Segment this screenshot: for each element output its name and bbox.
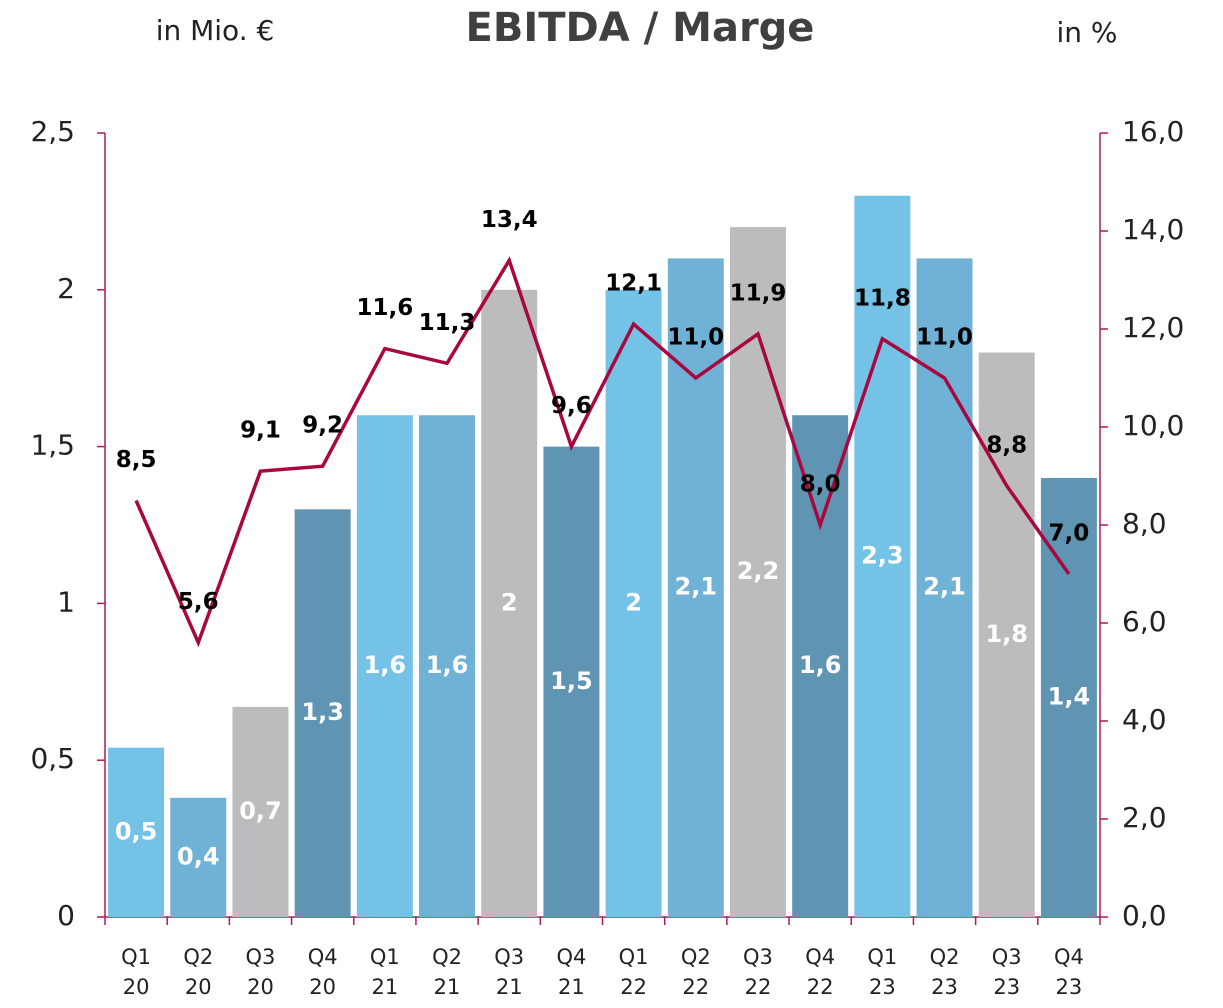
line-value-label: 9,6 bbox=[551, 393, 592, 419]
line-value-label: 8,0 bbox=[800, 472, 841, 498]
x-tick-label: Q3 21 bbox=[494, 945, 525, 999]
bar bbox=[1040, 477, 1097, 917]
x-tick-label: Q3 20 bbox=[245, 945, 276, 999]
y2-tick-label: 2,0 bbox=[1122, 801, 1167, 834]
y2-tick-label: 10,0 bbox=[1122, 409, 1184, 442]
y-tick-label: 2 bbox=[57, 272, 75, 305]
x-tick-label: Q2 22 bbox=[680, 945, 711, 999]
bar bbox=[543, 446, 600, 917]
y2-tick-label: 6,0 bbox=[1122, 605, 1167, 638]
bar bbox=[729, 227, 786, 917]
bar bbox=[978, 352, 1035, 917]
line-value-label: 5,6 bbox=[178, 589, 219, 615]
x-tick-label: Q1 22 bbox=[618, 945, 649, 999]
bar-value-label: 1,5 bbox=[550, 667, 593, 695]
bar bbox=[419, 415, 476, 917]
y-tick-label: 1 bbox=[57, 585, 75, 618]
bar bbox=[170, 797, 227, 917]
line-value-label: 11,9 bbox=[730, 280, 787, 306]
bar-value-label: 1,6 bbox=[364, 651, 407, 679]
bar-value-label: 1,6 bbox=[426, 651, 469, 679]
x-tick-label: Q1 23 bbox=[867, 945, 898, 999]
x-tick-label: Q4 22 bbox=[805, 945, 836, 999]
y-tick-label: 2,5 bbox=[30, 115, 75, 148]
bar-value-label: 1,6 bbox=[799, 651, 842, 679]
x-tick-label: Q2 23 bbox=[929, 945, 960, 999]
chart-title: EBITDA / Marge bbox=[466, 5, 815, 51]
bar bbox=[108, 747, 165, 917]
bar bbox=[854, 195, 911, 918]
bar-value-label: 0,5 bbox=[115, 817, 158, 845]
bar bbox=[605, 289, 662, 917]
x-tick-label: Q3 22 bbox=[743, 945, 773, 999]
x-tick-label: Q4 20 bbox=[307, 945, 338, 999]
bar-value-label: 2 bbox=[625, 588, 642, 616]
y-axis-label: in Mio. € bbox=[156, 14, 275, 47]
line-value-label: 9,1 bbox=[240, 418, 281, 444]
bar bbox=[294, 509, 351, 917]
y2-tick-label: 8,0 bbox=[1122, 507, 1167, 540]
bar-value-label: 0,4 bbox=[177, 842, 220, 870]
y2-tick-label: 4,0 bbox=[1122, 703, 1167, 736]
bar-value-label: 2 bbox=[501, 588, 518, 616]
line-value-label: 7,0 bbox=[1049, 521, 1090, 547]
line-value-label: 8,5 bbox=[116, 447, 157, 473]
bar-value-label: 2,2 bbox=[737, 557, 780, 585]
bar bbox=[792, 415, 849, 917]
y-tick-label: 0,5 bbox=[30, 742, 75, 775]
x-tick-label: Q3 23 bbox=[991, 945, 1022, 999]
y2-tick-label: 14,0 bbox=[1122, 213, 1184, 246]
bar-value-label: 1,8 bbox=[985, 620, 1028, 648]
line-value-label: 8,8 bbox=[986, 432, 1027, 458]
bar-value-label: 1,3 bbox=[301, 698, 344, 726]
bar-value-label: 2,1 bbox=[923, 573, 966, 601]
bar bbox=[232, 706, 289, 917]
y2-tick-label: 12,0 bbox=[1122, 311, 1184, 344]
y2-tick-label: 16,0 bbox=[1122, 115, 1184, 148]
line-value-label: 11,3 bbox=[419, 310, 476, 336]
bar-value-label: 1,4 bbox=[1048, 682, 1091, 710]
bar-value-label: 0,7 bbox=[239, 797, 282, 825]
line-value-label: 9,2 bbox=[302, 413, 343, 439]
line-value-label: 11,6 bbox=[356, 295, 413, 321]
x-tick-label: Q4 21 bbox=[556, 945, 587, 999]
y-tick-label: 0 bbox=[57, 899, 75, 932]
bar bbox=[356, 415, 413, 917]
bar-value-label: 2,3 bbox=[861, 541, 904, 569]
line-value-label: 12,1 bbox=[605, 271, 662, 297]
y2-axis-label: in % bbox=[1056, 16, 1117, 49]
line-value-label: 11,8 bbox=[854, 285, 911, 311]
x-tick-label: Q2 21 bbox=[432, 945, 462, 999]
x-tick-label: Q4 23 bbox=[1053, 945, 1084, 999]
bar-value-label: 2,1 bbox=[675, 573, 718, 601]
line-value-label: 13,4 bbox=[481, 207, 538, 233]
y2-tick-label: 0,0 bbox=[1122, 899, 1167, 932]
line-value-label: 11,0 bbox=[916, 325, 973, 351]
x-tick-label: Q2 20 bbox=[183, 945, 214, 999]
bar bbox=[481, 289, 538, 917]
y-tick-label: 1,5 bbox=[30, 429, 75, 462]
bar bbox=[667, 258, 724, 917]
x-tick-label: Q1 20 bbox=[121, 945, 152, 999]
x-tick-label: Q1 21 bbox=[369, 945, 400, 999]
line bbox=[134, 256, 1071, 648]
line-value-label: 11,0 bbox=[667, 325, 724, 351]
